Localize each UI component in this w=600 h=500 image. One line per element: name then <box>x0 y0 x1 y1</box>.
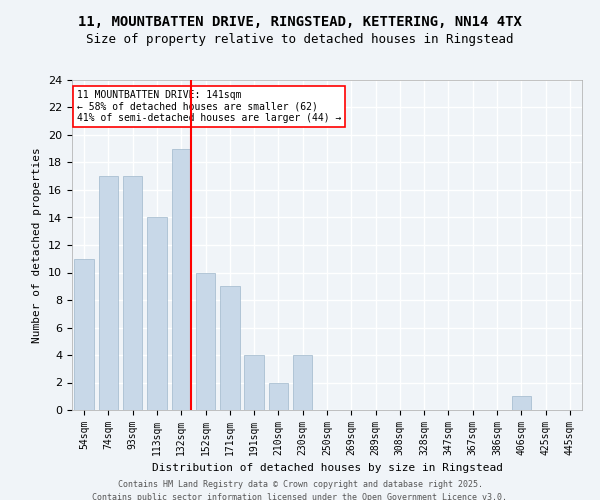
Bar <box>123 176 142 410</box>
Bar <box>172 148 191 410</box>
Text: Size of property relative to detached houses in Ringstead: Size of property relative to detached ho… <box>86 32 514 46</box>
X-axis label: Distribution of detached houses by size in Ringstead: Distribution of detached houses by size … <box>151 464 503 473</box>
Bar <box>269 382 288 410</box>
Text: Contains public sector information licensed under the Open Government Licence v3: Contains public sector information licen… <box>92 492 508 500</box>
Text: Contains HM Land Registry data © Crown copyright and database right 2025.: Contains HM Land Registry data © Crown c… <box>118 480 482 489</box>
Bar <box>220 286 239 410</box>
Bar <box>196 272 215 410</box>
Text: 11, MOUNTBATTEN DRIVE, RINGSTEAD, KETTERING, NN14 4TX: 11, MOUNTBATTEN DRIVE, RINGSTEAD, KETTER… <box>78 15 522 29</box>
Y-axis label: Number of detached properties: Number of detached properties <box>32 147 43 343</box>
Bar <box>99 176 118 410</box>
Bar <box>244 355 264 410</box>
Bar <box>147 218 167 410</box>
Text: 11 MOUNTBATTEN DRIVE: 141sqm
← 58% of detached houses are smaller (62)
41% of se: 11 MOUNTBATTEN DRIVE: 141sqm ← 58% of de… <box>77 90 341 123</box>
Bar <box>74 259 94 410</box>
Bar <box>512 396 531 410</box>
Bar <box>293 355 313 410</box>
